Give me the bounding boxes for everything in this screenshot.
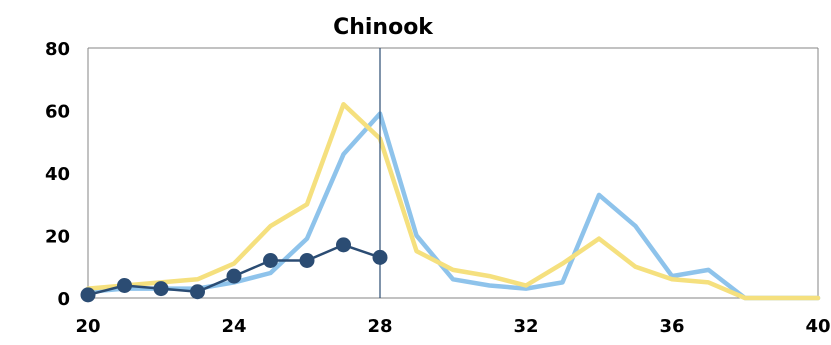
x-tick-label-20: 20 <box>75 316 100 337</box>
x-tick-labels: 20 24 28 32 36 40 <box>75 316 830 337</box>
y-tick-label-40: 40 <box>45 164 70 185</box>
x-tick-label-36: 36 <box>659 316 684 337</box>
series-3-point-6 <box>263 253 278 268</box>
series-3-point-1 <box>80 287 96 303</box>
series-layer <box>80 102 821 303</box>
series-3-point-4 <box>190 284 205 300</box>
y-tick-label-60: 60 <box>45 102 70 123</box>
x-tick-label-24: 24 <box>221 316 246 337</box>
x-tick-label-28: 28 <box>367 316 392 337</box>
x-tick-label-40: 40 <box>805 316 830 337</box>
y-tick-label-0: 0 <box>57 289 70 310</box>
series-3-point-3 <box>153 281 169 297</box>
y-tick-label-80: 80 <box>45 39 70 60</box>
y-tick-label-20: 20 <box>45 227 70 248</box>
series-3-point-2 <box>117 278 132 293</box>
series-3-point-8 <box>336 237 351 253</box>
chart-title: Chinook <box>333 15 434 40</box>
series-3-point-5 <box>226 268 242 284</box>
x-tick-label-32: 32 <box>513 316 538 337</box>
series-2-line <box>85 102 821 301</box>
series-3-point-7 <box>299 253 315 268</box>
y-tick-labels: 0 20 40 60 80 <box>45 39 70 310</box>
